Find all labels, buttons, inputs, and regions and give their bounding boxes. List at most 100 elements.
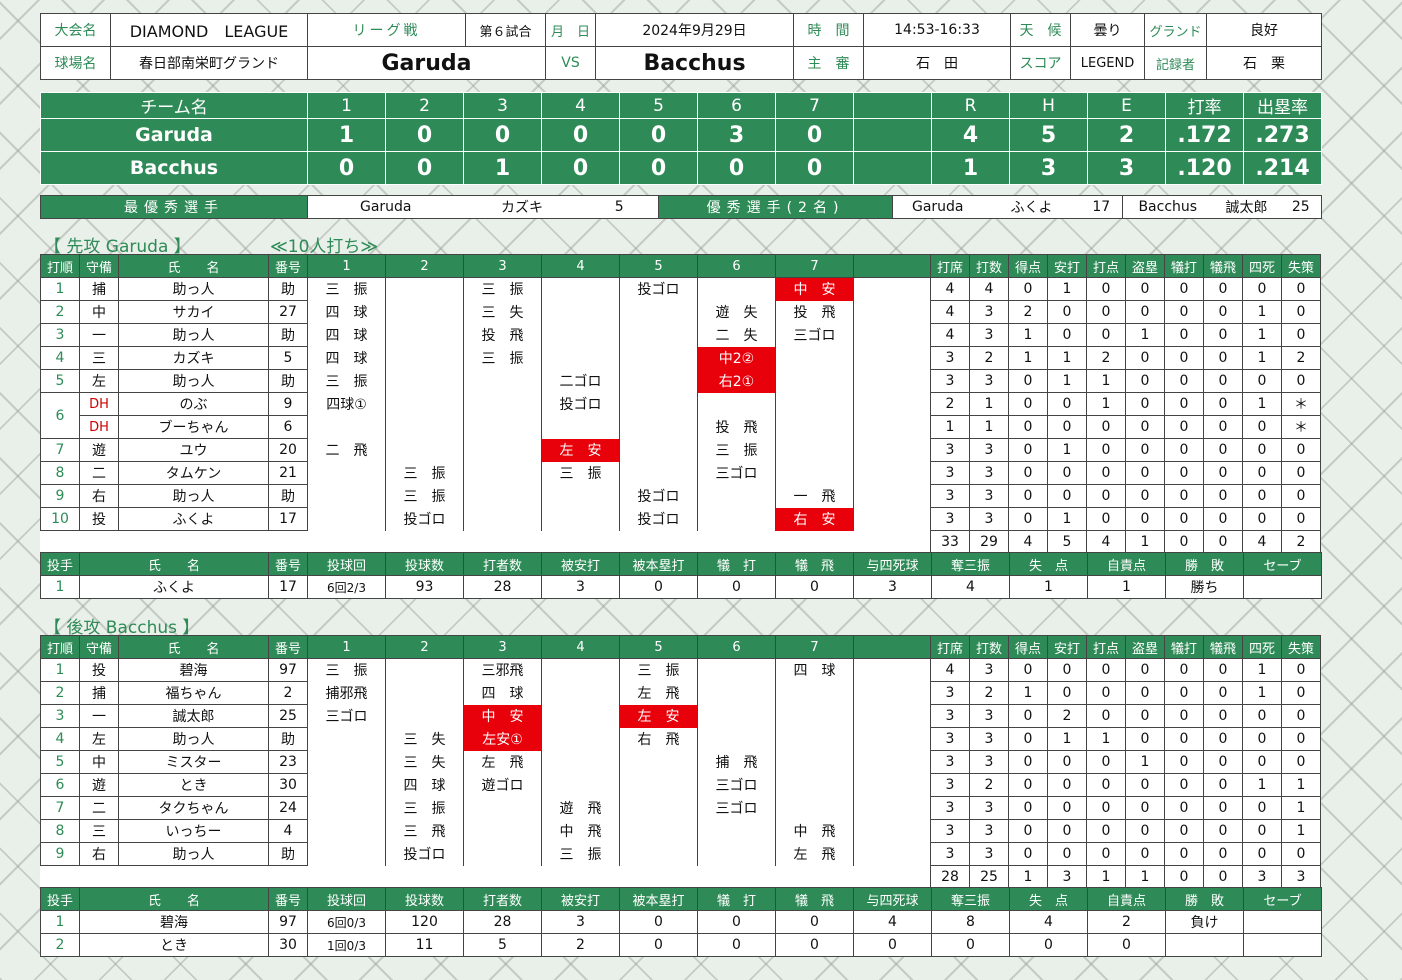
header-err: 失策 [1281, 635, 1321, 659]
inning-5-cell: 左 飛 [619, 681, 698, 705]
vs-label: VS [545, 46, 596, 80]
hits-cell: 0 [1047, 819, 1087, 843]
score-header-avg: 打率 [1165, 92, 1244, 119]
header-runs-allowed: 失 点 [1009, 552, 1088, 576]
sf-cell: 0 [1203, 300, 1243, 324]
position-cell: DH [79, 415, 119, 439]
number-cell: 2 [268, 681, 308, 705]
spacer-cell [853, 438, 931, 462]
number-cell: 30 [268, 773, 308, 797]
header-decision: 勝 敗 [1165, 552, 1244, 576]
header-batters: 打者数 [463, 552, 542, 576]
name-cell: カズキ [118, 346, 269, 370]
number-cell: 23 [268, 750, 308, 774]
runs-cell: 0 [1008, 658, 1048, 682]
position-cell: 遊 [79, 773, 119, 797]
walks-cell: 0 [853, 933, 932, 957]
score-inning-7-cell: 0 [775, 151, 854, 185]
sac-cell: 0 [1164, 507, 1204, 531]
header-pa: 打席 [930, 635, 970, 659]
strikeouts-cell: 8 [931, 910, 1010, 934]
header-inning-7: 7 [775, 254, 854, 278]
sf-cell: 0 [1203, 461, 1243, 485]
bb-cell: 0 [1242, 461, 1282, 485]
hits-allowed-cell: 3 [541, 910, 620, 934]
inning-7-cell [775, 750, 854, 774]
inning-2-cell: 三 振 [385, 461, 464, 485]
inning-1-cell [307, 461, 386, 485]
inning-7-cell: 四 球 [775, 658, 854, 682]
header-position: 守備 [79, 254, 119, 278]
hits-cell: 0 [1047, 681, 1087, 705]
rbi-cell: 0 [1086, 842, 1126, 866]
inning-5-cell: 左 安 [619, 704, 698, 728]
number-cell: 6 [268, 415, 308, 439]
header-pitcher-name: 氏 名 [79, 552, 269, 576]
inning-7-cell [775, 727, 854, 751]
spacer-cell [853, 507, 931, 531]
number-cell: 25 [268, 704, 308, 728]
pitcher-order-cell: 1 [40, 575, 80, 599]
score-inning-5-cell: 0 [619, 118, 698, 152]
inning-7-cell [775, 438, 854, 462]
sb-cell: 0 [1125, 727, 1165, 751]
sb-cell: 0 [1125, 415, 1165, 439]
runs-allowed-cell: 1 [1009, 575, 1088, 599]
ex1-team: Garuda [892, 195, 983, 219]
pa-cell: 3 [930, 842, 970, 866]
score-inning-5-cell: 0 [619, 151, 698, 185]
inning-3-cell: 三 失 [463, 300, 542, 324]
score-inning-4-cell: 0 [541, 151, 620, 185]
bb-cell: 0 [1242, 819, 1282, 843]
err-cell: 2 [1281, 346, 1321, 370]
excellent-label: 優秀選手(2名) [658, 195, 893, 219]
hits-cell: 0 [1047, 796, 1087, 820]
header-inning-2: 2 [385, 254, 464, 278]
inning-4-cell: 遊 飛 [541, 796, 620, 820]
inning-3-cell: 三邪飛 [463, 658, 542, 682]
ab-cell: 3 [969, 484, 1009, 508]
inning-6-cell [697, 842, 776, 866]
position-cell: 投 [79, 507, 119, 531]
rbi-cell: 2 [1086, 346, 1126, 370]
game-date: 2024年9月29日 [595, 13, 794, 47]
err-cell: 0 [1281, 681, 1321, 705]
sac-cell: 0 [1164, 300, 1204, 324]
inning-7-cell [775, 346, 854, 370]
inning-7-cell: 中 飛 [775, 819, 854, 843]
inning-4-cell: 左 安 [541, 438, 620, 462]
sb-cell: 0 [1125, 796, 1165, 820]
inning-4-cell: 三 振 [541, 461, 620, 485]
hits-cell: 2 [1047, 704, 1087, 728]
header-sf: 犠飛 [1203, 254, 1243, 278]
sb-cell: 0 [1125, 704, 1165, 728]
number-cell: 17 [268, 507, 308, 531]
header-rbi: 打点 [1086, 254, 1126, 278]
inning-1-cell [307, 727, 386, 751]
score-spacer-cell [853, 151, 932, 185]
position-cell: 左 [79, 727, 119, 751]
pa-cell: 3 [930, 727, 970, 751]
hits-allowed-cell: 2 [541, 933, 620, 957]
sac-cell: 0 [1164, 842, 1204, 866]
pa-cell: 4 [930, 300, 970, 324]
position-cell: 捕 [79, 681, 119, 705]
position-cell: 捕 [79, 277, 119, 301]
inning-3-cell [463, 484, 542, 508]
inning-1-cell [307, 507, 386, 531]
header-sac: 犠 打 [697, 552, 776, 576]
header-bb: 四死 [1242, 254, 1282, 278]
runs-cell: 1 [1008, 681, 1048, 705]
pa-cell: 3 [930, 346, 970, 370]
bb-cell: 0 [1242, 704, 1282, 728]
ab-cell: 1 [969, 415, 1009, 439]
inning-3-cell: 三 振 [463, 277, 542, 301]
spacer-cell [853, 369, 931, 393]
inning-6-cell: 右2① [697, 369, 776, 393]
inning-6-cell: 三 振 [697, 438, 776, 462]
inning-5-cell [619, 842, 698, 866]
spacer-cell [853, 415, 931, 439]
rbi-cell: 0 [1086, 750, 1126, 774]
err-cell: 0 [1281, 277, 1321, 301]
